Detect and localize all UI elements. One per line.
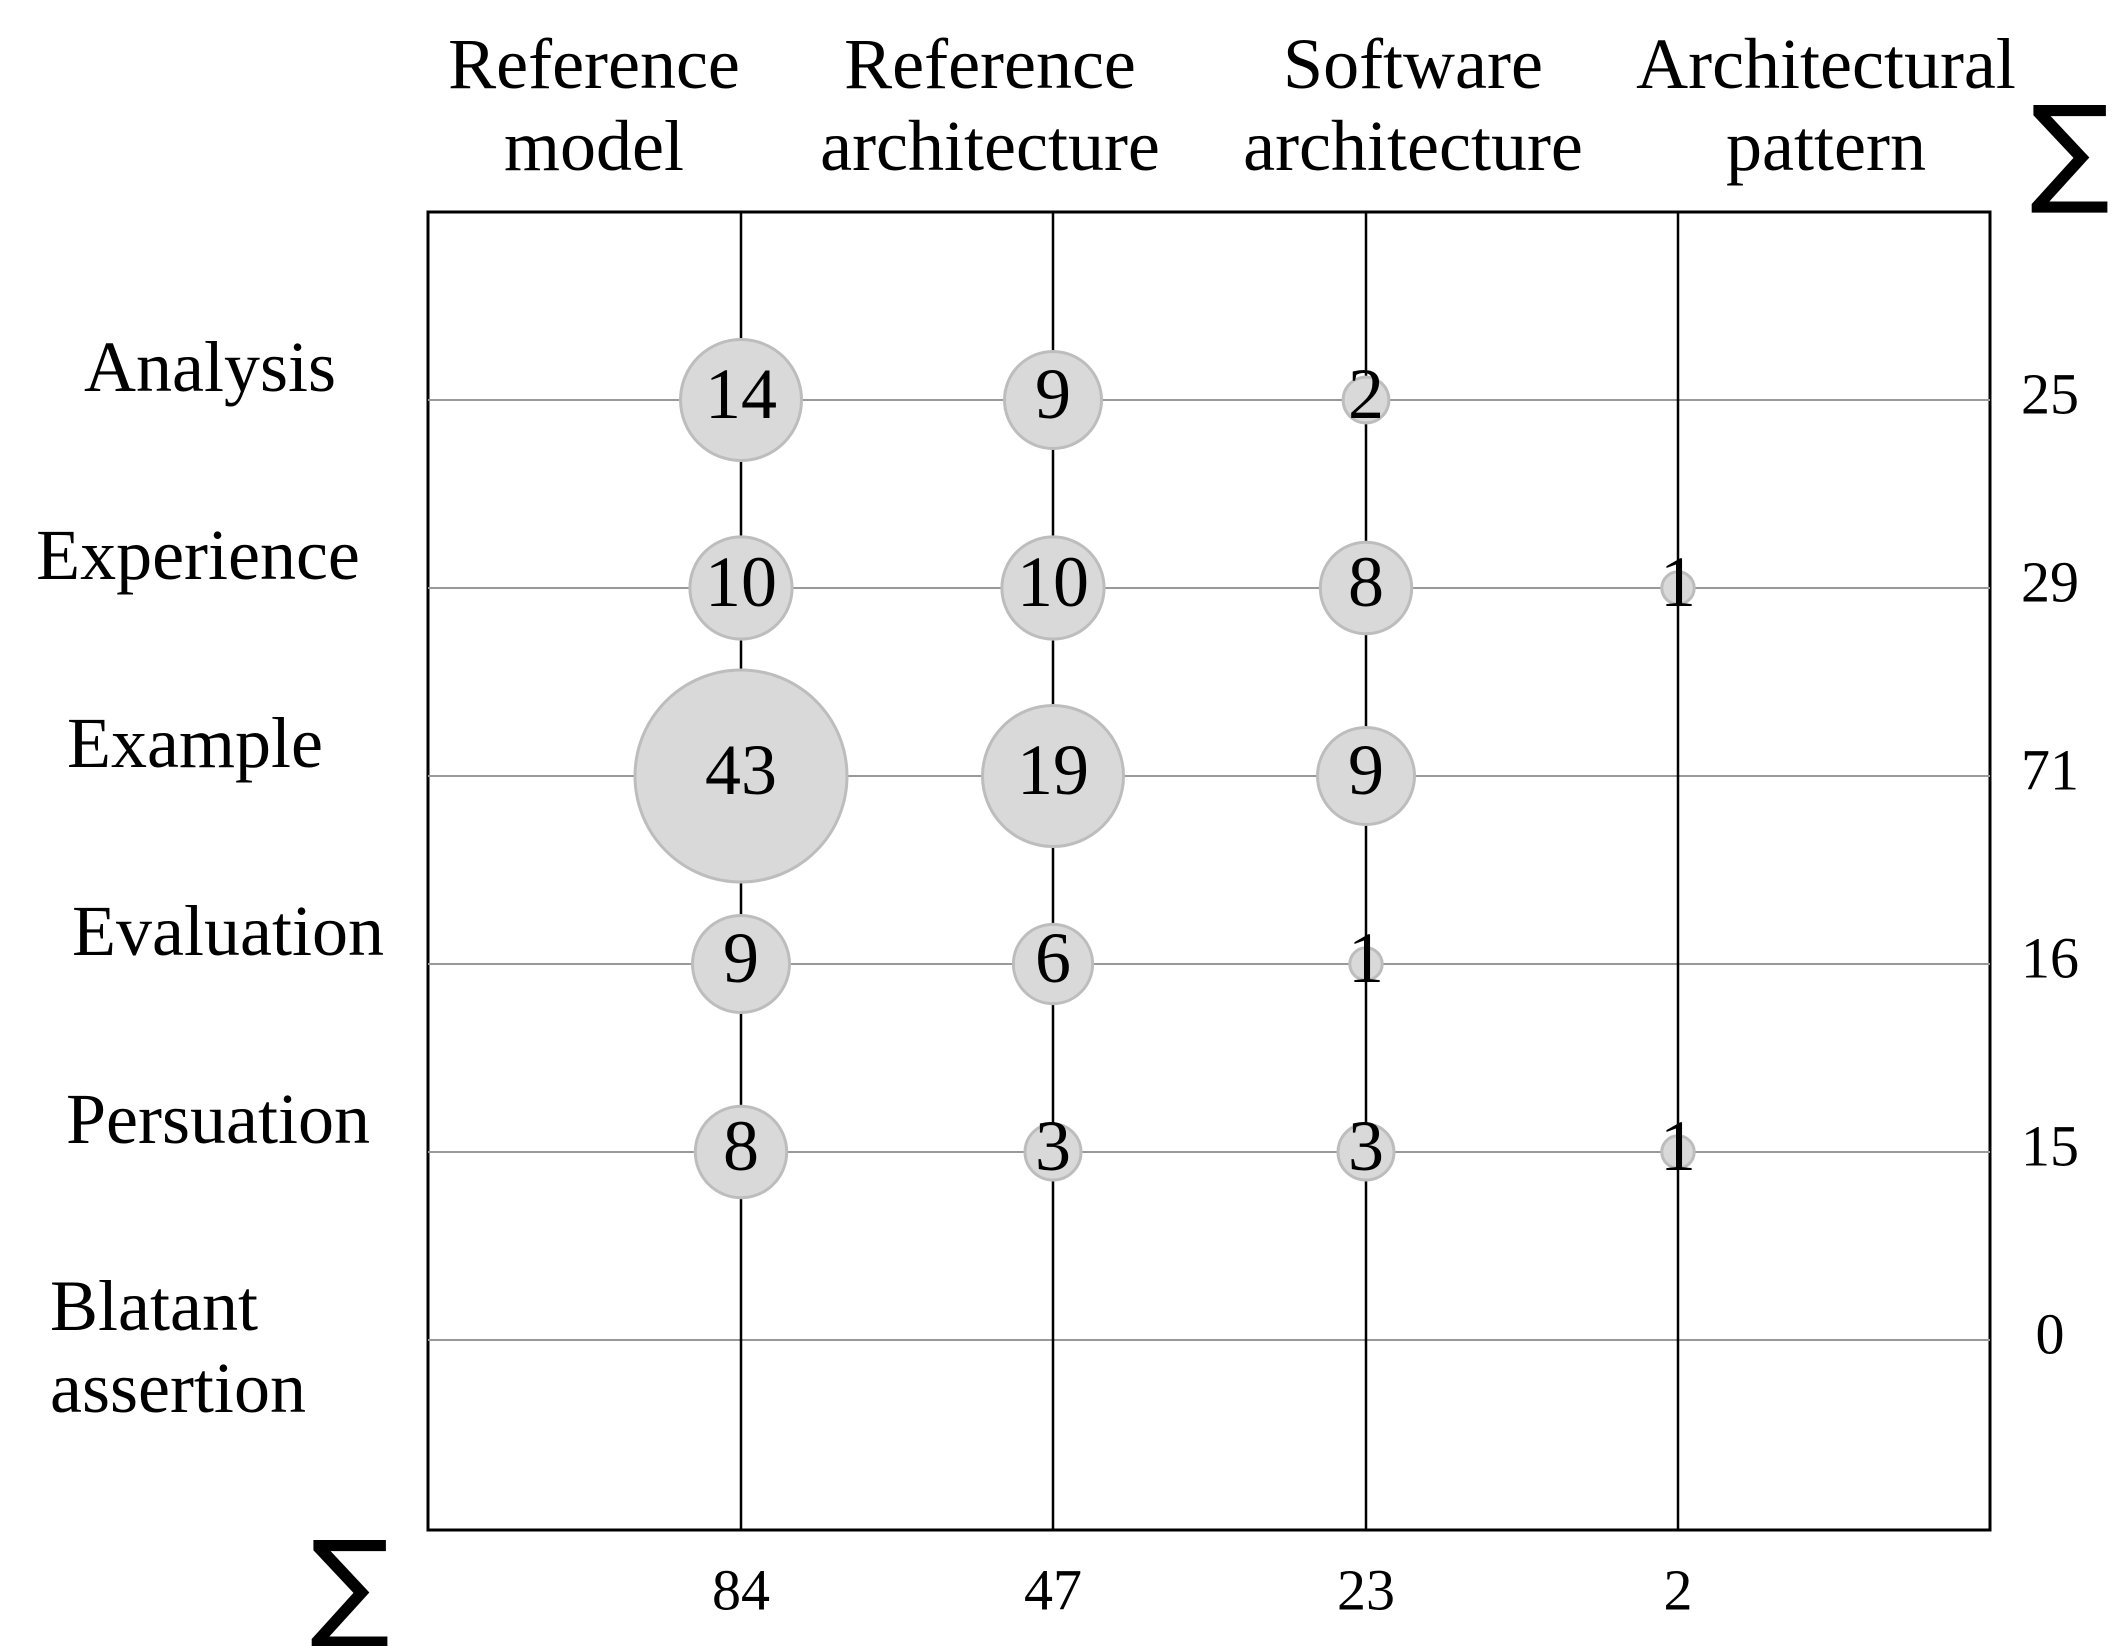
bubble-experience-reference-model xyxy=(688,535,794,641)
row-label-experience: Experience xyxy=(36,515,360,595)
bubble-value-example-software-architecture: 9 xyxy=(1348,730,1384,810)
row-labels: Analysis Experience Example Evaluation Persu… xyxy=(36,327,384,1428)
bubble-analysis-reference-architecture xyxy=(1003,350,1103,450)
column-sum-architectural-pattern: 2 xyxy=(1664,1558,1693,1623)
column-label-reference-architecture: Reference architecture xyxy=(820,24,1160,186)
grid xyxy=(428,212,1990,1530)
bubble-value-persuation-reference-model: 8 xyxy=(723,1106,759,1186)
bubble-value-persuation-reference-architecture: 3 xyxy=(1035,1106,1071,1186)
bubble-experience-architectural-pattern xyxy=(1660,570,1696,606)
bubble-persuation-reference-model xyxy=(693,1104,789,1200)
bubble-analysis-software-architecture xyxy=(1341,375,1391,425)
bubble-example-software-architecture xyxy=(1316,726,1416,826)
row-sum-symbol: ∑ xyxy=(2030,80,2110,218)
bubbles: 14 9 2 10 10 8 1 43 19 9 9 6 1 8 3 3 1 xyxy=(633,338,1696,1200)
bubble-experience-software-architecture xyxy=(1318,540,1414,636)
bubble-value-analysis-reference-architecture: 9 xyxy=(1035,354,1071,434)
bubble-value-evaluation-software-architecture: 1 xyxy=(1348,918,1384,998)
row-sums: 25 29 71 16 15 0 xyxy=(2021,362,2079,1367)
bubble-value-experience-reference-architecture: 10 xyxy=(1017,542,1089,622)
bubble-value-analysis-software-architecture: 2 xyxy=(1348,354,1384,434)
bubble-experience-reference-architecture xyxy=(1000,535,1106,641)
column-sum-software-architecture: 23 xyxy=(1337,1558,1395,1623)
bubble-value-experience-reference-model: 10 xyxy=(705,542,777,622)
bubble-value-experience-software-architecture: 8 xyxy=(1348,542,1384,622)
bubble-persuation-software-architecture xyxy=(1336,1122,1396,1182)
bubble-evaluation-reference-model xyxy=(691,914,791,1014)
row-sum-evaluation: 16 xyxy=(2021,926,2079,991)
bubble-value-evaluation-reference-model: 9 xyxy=(723,918,759,998)
bubble-value-persuation-software-architecture: 3 xyxy=(1348,1106,1384,1186)
column-sum-symbol: ∑ xyxy=(310,1515,390,1646)
row-label-persuation: Persuation xyxy=(66,1079,370,1159)
bubble-analysis-reference-model xyxy=(679,338,803,462)
row-sum-experience: 29 xyxy=(2021,550,2079,615)
row-sum-persuation: 15 xyxy=(2021,1114,2079,1179)
row-label-evaluation: Evaluation xyxy=(72,891,384,971)
column-labels: Reference model Reference architecture Softw… xyxy=(448,24,2016,186)
row-sum-analysis: 25 xyxy=(2021,362,2079,427)
bubble-value-analysis-reference-model: 14 xyxy=(705,354,777,434)
bubble-value-persuation-architectural-pattern: 1 xyxy=(1660,1106,1696,1186)
bubble-value-example-reference-model: 43 xyxy=(705,730,777,810)
row-sum-blatant-assertion: 0 xyxy=(2036,1302,2065,1367)
column-sum-reference-architecture: 47 xyxy=(1024,1558,1082,1623)
row-label-analysis: Analysis xyxy=(84,327,336,407)
column-label-software-architecture: Software architecture xyxy=(1243,24,1583,186)
bubble-example-reference-model xyxy=(633,668,849,884)
bubble-value-experience-architectural-pattern: 1 xyxy=(1660,542,1696,622)
bubble-persuation-architectural-pattern xyxy=(1660,1134,1696,1170)
column-sums: 84 47 23 2 xyxy=(712,1558,1693,1623)
bubble-value-example-reference-architecture: 19 xyxy=(1017,730,1089,810)
column-sum-reference-model: 84 xyxy=(712,1558,770,1623)
bubble-evaluation-reference-architecture xyxy=(1011,922,1095,1006)
column-label-reference-model: Reference model xyxy=(448,24,740,186)
bubble-persuation-reference-architecture xyxy=(1023,1122,1083,1182)
bubble-value-evaluation-reference-architecture: 6 xyxy=(1035,918,1071,998)
bubble-example-reference-architecture xyxy=(981,704,1125,848)
row-sum-example: 71 xyxy=(2021,738,2079,803)
column-label-architectural-pattern: Architectural pattern xyxy=(1636,24,2016,186)
row-label-blatant-assertion: Blatant assertion xyxy=(50,1266,306,1428)
row-label-example: Example xyxy=(67,703,323,783)
plot-frame xyxy=(426,210,1992,1532)
bubble-evaluation-software-architecture xyxy=(1348,946,1384,982)
